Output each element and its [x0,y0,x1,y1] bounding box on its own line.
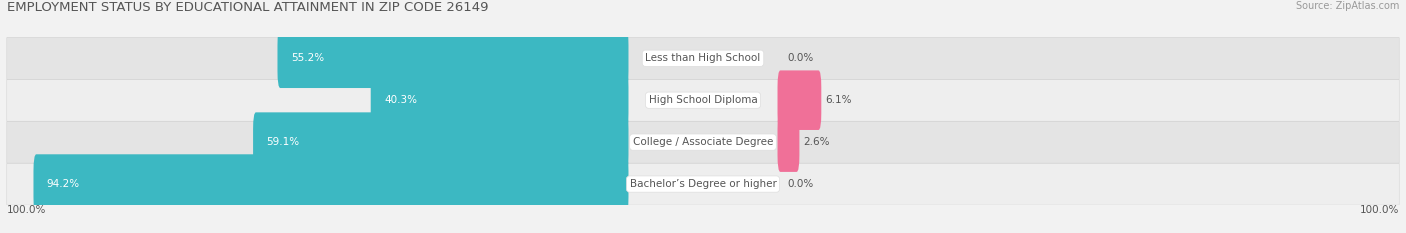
Text: 100.0%: 100.0% [1360,205,1399,215]
FancyBboxPatch shape [7,121,1399,163]
Text: 40.3%: 40.3% [384,95,418,105]
Text: Source: ZipAtlas.com: Source: ZipAtlas.com [1295,1,1399,11]
Text: College / Associate Degree: College / Associate Degree [633,137,773,147]
Text: 100.0%: 100.0% [7,205,46,215]
FancyBboxPatch shape [778,112,800,172]
FancyBboxPatch shape [778,70,821,130]
Text: 59.1%: 59.1% [267,137,299,147]
Text: Bachelor’s Degree or higher: Bachelor’s Degree or higher [630,179,776,189]
FancyBboxPatch shape [34,154,628,214]
FancyBboxPatch shape [7,37,1399,79]
FancyBboxPatch shape [277,28,628,88]
Text: 0.0%: 0.0% [787,53,814,63]
Text: 6.1%: 6.1% [825,95,852,105]
Text: EMPLOYMENT STATUS BY EDUCATIONAL ATTAINMENT IN ZIP CODE 26149: EMPLOYMENT STATUS BY EDUCATIONAL ATTAINM… [7,1,488,14]
Text: 2.6%: 2.6% [804,137,830,147]
FancyBboxPatch shape [7,163,1399,205]
Text: 94.2%: 94.2% [46,179,80,189]
FancyBboxPatch shape [7,79,1399,121]
FancyBboxPatch shape [371,70,628,130]
Text: 55.2%: 55.2% [291,53,323,63]
FancyBboxPatch shape [253,112,628,172]
Text: High School Diploma: High School Diploma [648,95,758,105]
Text: 0.0%: 0.0% [787,179,814,189]
Text: Less than High School: Less than High School [645,53,761,63]
